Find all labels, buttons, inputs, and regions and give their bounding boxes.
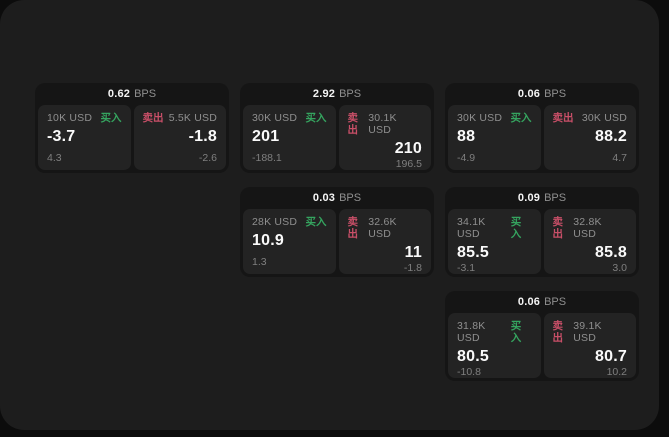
buy-label: 买入: [510, 216, 522, 240]
sell-label: 卖出: [552, 320, 564, 344]
sell-change: 10.2: [606, 366, 627, 378]
buy-label: 买入: [510, 112, 532, 124]
sell-amount: 30K USD: [581, 112, 627, 124]
sell-quote-tile[interactable]: 卖出 39.1K USD 80.7 10.2: [543, 313, 636, 378]
buy-amount: 31.8K USD: [457, 320, 486, 344]
bps-unit-label: BPS: [339, 88, 362, 100]
bps-unit-label: BPS: [134, 88, 157, 100]
quote-card: 0.62 BPS 10K USD 买入 -3.7 4.3 卖出 5.5K USD: [35, 83, 229, 173]
card-body: 31.8K USD 买入 80.5 -10.8 卖出 39.1K USD 80.…: [448, 313, 636, 378]
buy-price: 88: [457, 128, 476, 145]
buy-quote-tile[interactable]: 34.1K USD 买入 85.5 -3.1: [448, 209, 541, 274]
bps-unit-label: BPS: [544, 88, 567, 100]
buy-quote-tile[interactable]: 30K USD 买入 201 -188.1: [243, 105, 336, 170]
sell-quote-tile[interactable]: 卖出 30K USD 88.2 4.7: [543, 105, 636, 170]
bps-value: 0.06: [517, 296, 541, 308]
sell-change: -2.6: [198, 152, 217, 164]
buy-price: 201: [252, 128, 280, 145]
sell-amount: 5.5K USD: [168, 112, 217, 124]
bps-value: 0.03: [312, 192, 336, 204]
sell-change: 4.7: [612, 152, 627, 164]
sell-amount: 32.8K USD: [573, 216, 602, 240]
card-body: 28K USD 买入 10.9 1.3 卖出 32.6K USD 11 -1.8: [243, 209, 431, 274]
bps-unit-label: BPS: [339, 192, 362, 204]
card-body: 34.1K USD 买入 85.5 -3.1 卖出 32.8K USD 85.8…: [448, 209, 636, 274]
sell-price: 80.7: [595, 348, 627, 365]
card-header: 0.06 BPS: [448, 83, 636, 105]
buy-price: -3.7: [47, 128, 76, 145]
buy-quote-tile[interactable]: 10K USD 买入 -3.7 4.3: [38, 105, 131, 170]
quote-card: 0.06 BPS 31.8K USD 买入 80.5 -10.8 卖出 39.1…: [445, 291, 639, 381]
sell-change: -1.8: [403, 262, 422, 274]
sell-price: 85.8: [595, 244, 627, 261]
bps-value: 2.92: [312, 88, 336, 100]
main-panel: 0.62 BPS 10K USD 买入 -3.7 4.3 卖出 5.5K USD: [0, 0, 659, 430]
buy-quote-tile[interactable]: 28K USD 买入 10.9 1.3: [243, 209, 336, 274]
sell-label: 卖出: [142, 112, 164, 124]
sell-price: 11: [404, 244, 422, 261]
quote-card: 0.06 BPS 30K USD 买入 88 -4.9 卖出 30K USD: [445, 83, 639, 173]
sell-quote-tile[interactable]: 卖出 30.1K USD 210 196.5: [338, 105, 431, 170]
sell-change: 196.5: [395, 158, 422, 170]
buy-price: 10.9: [252, 232, 284, 249]
bps-unit-label: BPS: [544, 192, 567, 204]
quote-card: 0.09 BPS 34.1K USD 买入 85.5 -3.1 卖出 32.8K…: [445, 187, 639, 277]
sell-price: 210: [394, 140, 422, 157]
sell-label: 卖出: [347, 112, 359, 136]
buy-change: -10.8: [457, 366, 481, 378]
card-header: 0.03 BPS: [243, 187, 431, 209]
buy-price: 80.5: [457, 348, 489, 365]
buy-amount: 28K USD: [252, 216, 298, 228]
sell-price: 88.2: [595, 128, 627, 145]
sell-amount: 30.1K USD: [368, 112, 397, 136]
sell-quote-tile[interactable]: 卖出 32.6K USD 11 -1.8: [338, 209, 431, 274]
quote-card: 0.03 BPS 28K USD 买入 10.9 1.3 卖出 32.6K US…: [240, 187, 434, 277]
bps-value: 0.62: [107, 88, 131, 100]
sell-price: -1.8: [188, 128, 217, 145]
sell-change: 3.0: [612, 262, 627, 274]
sell-label: 卖出: [552, 216, 564, 240]
buy-label: 买入: [100, 112, 122, 124]
sell-quote-tile[interactable]: 卖出 32.8K USD 85.8 3.0: [543, 209, 636, 274]
buy-label: 买入: [510, 320, 522, 344]
buy-amount: 34.1K USD: [457, 216, 486, 240]
buy-amount: 30K USD: [252, 112, 298, 124]
bps-unit-label: BPS: [544, 296, 567, 308]
buy-quote-tile[interactable]: 31.8K USD 买入 80.5 -10.8: [448, 313, 541, 378]
card-body: 30K USD 买入 88 -4.9 卖出 30K USD 88.2 4.7: [448, 105, 636, 170]
sell-amount: 39.1K USD: [573, 320, 602, 344]
buy-price: 85.5: [457, 244, 489, 261]
card-body: 30K USD 买入 201 -188.1 卖出 30.1K USD 210 1…: [243, 105, 431, 170]
bps-value: 0.06: [517, 88, 541, 100]
sell-label: 卖出: [552, 112, 574, 124]
buy-change: -4.9: [457, 152, 476, 164]
buy-amount: 10K USD: [47, 112, 93, 124]
sell-quote-tile[interactable]: 卖出 5.5K USD -1.8 -2.6: [133, 105, 226, 170]
sell-amount: 32.6K USD: [368, 216, 397, 240]
buy-label: 买入: [305, 112, 327, 124]
card-header: 2.92 BPS: [243, 83, 431, 105]
card-header: 0.62 BPS: [38, 83, 226, 105]
quote-cards-grid: 0.62 BPS 10K USD 买入 -3.7 4.3 卖出 5.5K USD: [35, 83, 639, 381]
quote-card: 2.92 BPS 30K USD 买入 201 -188.1 卖出 30.1K …: [240, 83, 434, 173]
buy-quote-tile[interactable]: 30K USD 买入 88 -4.9: [448, 105, 541, 170]
sell-label: 卖出: [347, 216, 359, 240]
bps-value: 0.09: [517, 192, 541, 204]
buy-amount: 30K USD: [457, 112, 503, 124]
buy-change: -188.1: [252, 152, 282, 164]
buy-change: 4.3: [47, 152, 62, 164]
buy-label: 买入: [305, 216, 327, 228]
card-header: 0.09 BPS: [448, 187, 636, 209]
card-header: 0.06 BPS: [448, 291, 636, 313]
card-body: 10K USD 买入 -3.7 4.3 卖出 5.5K USD -1.8 -2.…: [38, 105, 226, 170]
buy-change: -3.1: [457, 262, 476, 274]
buy-change: 1.3: [252, 256, 267, 268]
